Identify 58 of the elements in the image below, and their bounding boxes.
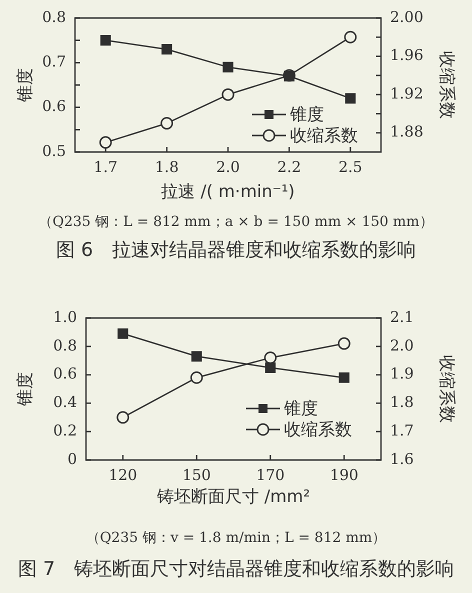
y2-tick-label: 2.00 — [390, 8, 424, 26]
legend-label: 收缩系数 — [290, 126, 358, 146]
legend-label: 锥度 — [283, 398, 318, 419]
y2-tick-label: 1.88 — [390, 122, 424, 141]
y2-tick-label: 2.0 — [390, 336, 414, 354]
legend-label: 收缩系数 — [284, 420, 352, 440]
x-tick-label: 190 — [330, 466, 358, 484]
y-tick-label: 0 — [67, 450, 77, 468]
y2-axis-title: 收缩系数 — [436, 355, 456, 423]
text: （Q235 钢：v = 1.8 m/min；L = 812 mm） — [84, 529, 388, 548]
point — [190, 371, 203, 384]
x-tick-label: 170 — [256, 466, 285, 484]
y-tick-label: 0.2 — [53, 421, 77, 440]
point — [118, 328, 128, 339]
y-tick-label: 1.0 — [53, 308, 77, 326]
y2-tick-label: 1.7 — [390, 421, 414, 440]
y-tick-label: 0.4 — [53, 393, 77, 412]
y-axis-title: 锥度 — [16, 372, 36, 407]
text: 图 6 拉速对结晶器锥度和收缩系数的影响 — [54, 238, 418, 262]
point — [222, 88, 234, 101]
y2-axis-title: 收缩系数 — [436, 51, 456, 119]
point — [160, 117, 174, 130]
x-tick-label: 2.0 — [216, 158, 240, 176]
legend-label: 锥度 — [289, 104, 324, 125]
y-tick-label: 0.7 — [42, 52, 66, 71]
y-tick-label: 0.6 — [53, 364, 77, 383]
x-tick-label: 1.8 — [154, 158, 179, 176]
y-tick-label: 0.8 — [42, 8, 66, 26]
point — [265, 362, 276, 373]
point — [116, 411, 130, 424]
x-axis-title: 铸坯断面尺寸 /mm² — [156, 487, 310, 508]
x-tick-label: 120 — [108, 466, 138, 484]
point — [338, 337, 350, 350]
y2-tick-label: 1.9 — [390, 364, 414, 383]
y-tick-label: 0.5 — [42, 142, 66, 160]
point — [99, 136, 112, 149]
point — [222, 62, 234, 72]
x-tick-label: 2.5 — [338, 158, 362, 176]
y2-tick-label: 1.6 — [390, 450, 414, 468]
point — [338, 372, 350, 383]
y-tick-label: 0.8 — [53, 336, 77, 354]
y-axis-title: 锥度 — [16, 68, 36, 103]
y2-tick-label: 2.1 — [390, 308, 414, 326]
x-axis-title: 拉速 /( m·min⁻¹) — [161, 182, 295, 202]
point — [344, 30, 357, 44]
point — [345, 93, 356, 104]
point — [191, 351, 202, 362]
x-tick-label: 1.7 — [94, 158, 118, 176]
point — [100, 35, 111, 46]
y2-tick-label: 1.92 — [390, 84, 424, 102]
y-tick-label: 0.6 — [42, 97, 66, 116]
y2-tick-label: 1.8 — [390, 393, 414, 412]
y2-tick-label: 1.96 — [390, 46, 424, 64]
point — [162, 44, 172, 55]
text: 图 7 铸坯断面尺寸对结晶器锥度和收缩系数的影响 — [16, 557, 456, 581]
x-tick-label: 2.2 — [277, 158, 302, 176]
x-tick-label: 150 — [182, 466, 211, 484]
text: （Q235 钢：L = 812 mm；a × b = 150 mm × 150 mm） — [38, 213, 434, 232]
